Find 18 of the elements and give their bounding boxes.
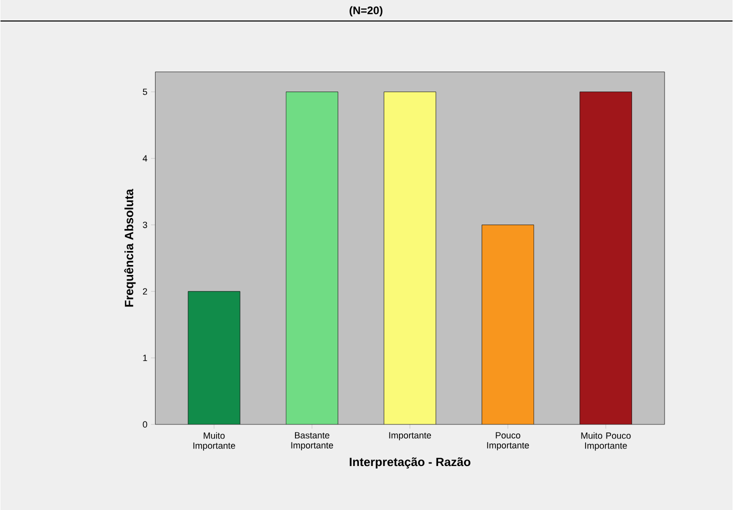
bar: [580, 92, 632, 424]
x-tick-label: Pouco Importante: [487, 432, 529, 450]
bar: [482, 224, 534, 424]
y-tick-label: 4: [142, 155, 148, 162]
x-tick-label: Bastante Importante: [291, 432, 334, 450]
y-tick-label: 0: [142, 421, 148, 428]
chart-title: (N=20): [350, 6, 382, 16]
y-tick-label: 1: [143, 354, 148, 361]
x-tick-label: Importante: [389, 432, 432, 440]
y-tick-label: 2: [142, 288, 148, 294]
bar: [286, 92, 338, 424]
y-axis-title: Frequência Absoluta: [124, 188, 136, 306]
y-tick-label: 5: [142, 88, 148, 95]
y-tick-label: 3: [142, 222, 148, 228]
bar: [188, 291, 240, 424]
x-tick-label: Muito Pouco Importante: [581, 432, 631, 450]
x-tick-label: Muito Importante: [193, 432, 236, 450]
x-axis-title: Interpretação - Razão: [350, 457, 470, 468]
